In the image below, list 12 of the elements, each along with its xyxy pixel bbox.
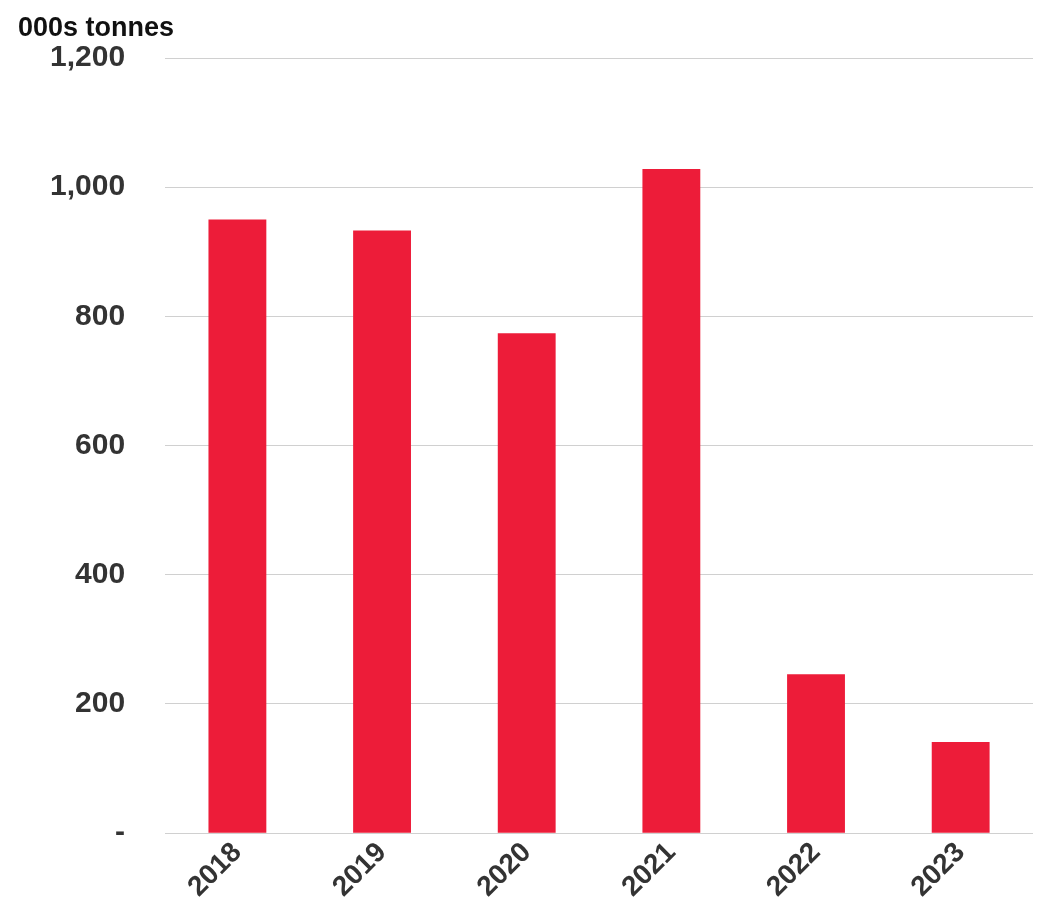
y-tick-label: 400	[75, 556, 126, 590]
y-tick-label: 600	[75, 426, 126, 460]
bar	[787, 674, 845, 833]
y-tick-label: 800	[75, 297, 126, 331]
y-tick-label: -	[115, 814, 126, 848]
bar	[497, 333, 556, 833]
bar	[208, 219, 267, 833]
bar	[642, 169, 701, 833]
y-tick-label: 200	[75, 685, 126, 719]
bar	[353, 230, 411, 833]
y-tick-label: 1,000	[50, 168, 126, 202]
bar	[931, 742, 990, 833]
